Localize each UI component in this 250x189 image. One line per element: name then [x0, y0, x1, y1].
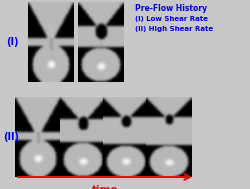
Text: (II): (II): [3, 132, 19, 142]
Text: (II) High Shear Rate: (II) High Shear Rate: [134, 26, 212, 32]
Text: (I) Low Shear Rate: (I) Low Shear Rate: [134, 16, 207, 22]
Text: Pre-Flow History: Pre-Flow History: [134, 4, 206, 13]
Text: time: time: [91, 185, 118, 189]
Text: (I): (I): [6, 37, 18, 47]
